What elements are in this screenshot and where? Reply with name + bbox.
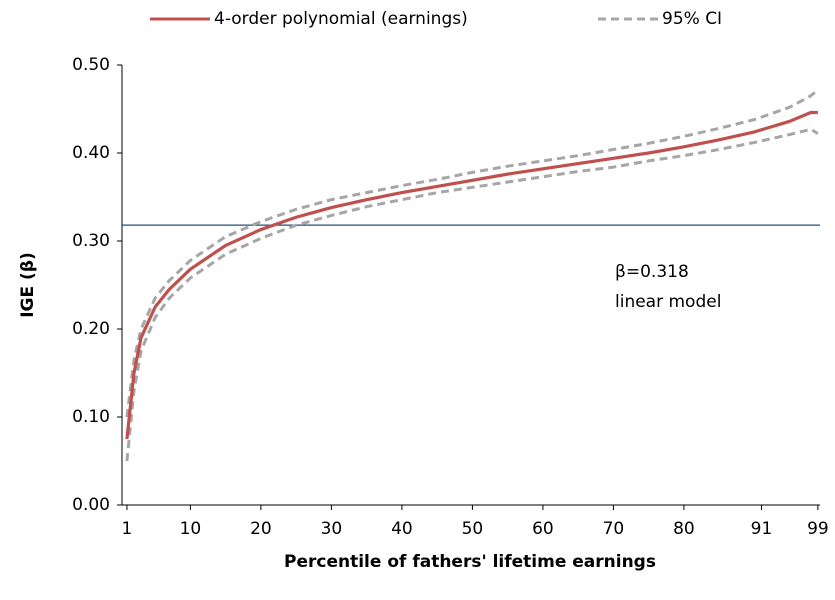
series-line xyxy=(125,127,819,462)
y-tick-label: 0.30 xyxy=(72,231,110,251)
x-tick-label: 30 xyxy=(321,519,343,539)
x-tick-label: 1 xyxy=(122,519,133,539)
legend-label: 4-order polynomial (earnings) xyxy=(214,9,468,29)
y-tick-label: 0.50 xyxy=(72,55,110,75)
series-line xyxy=(125,88,819,418)
x-tick-label: 99 xyxy=(807,519,829,539)
x-tick-label: 50 xyxy=(462,519,484,539)
x-axis-label: Percentile of fathers' lifetime earnings xyxy=(284,552,656,572)
x-tick-label: 20 xyxy=(250,519,272,539)
legend-label: 95% CI xyxy=(662,9,722,29)
x-tick-label: 60 xyxy=(532,519,554,539)
y-axis-label: IGE (β) xyxy=(18,252,38,318)
x-tick-label: 91 xyxy=(751,519,773,539)
series-line xyxy=(125,110,818,440)
x-tick-label: 40 xyxy=(391,519,413,539)
y-tick-label: 0.00 xyxy=(72,495,110,515)
x-tick-label: 70 xyxy=(603,519,625,539)
y-tick-label: 0.40 xyxy=(72,143,110,163)
y-tick-label: 0.20 xyxy=(72,319,110,339)
annotation: linear model xyxy=(615,292,721,312)
y-tick-label: 0.10 xyxy=(72,407,110,427)
x-tick-label: 10 xyxy=(180,519,202,539)
x-tick-label: 80 xyxy=(673,519,695,539)
annotation: β=0.318 xyxy=(615,262,689,282)
